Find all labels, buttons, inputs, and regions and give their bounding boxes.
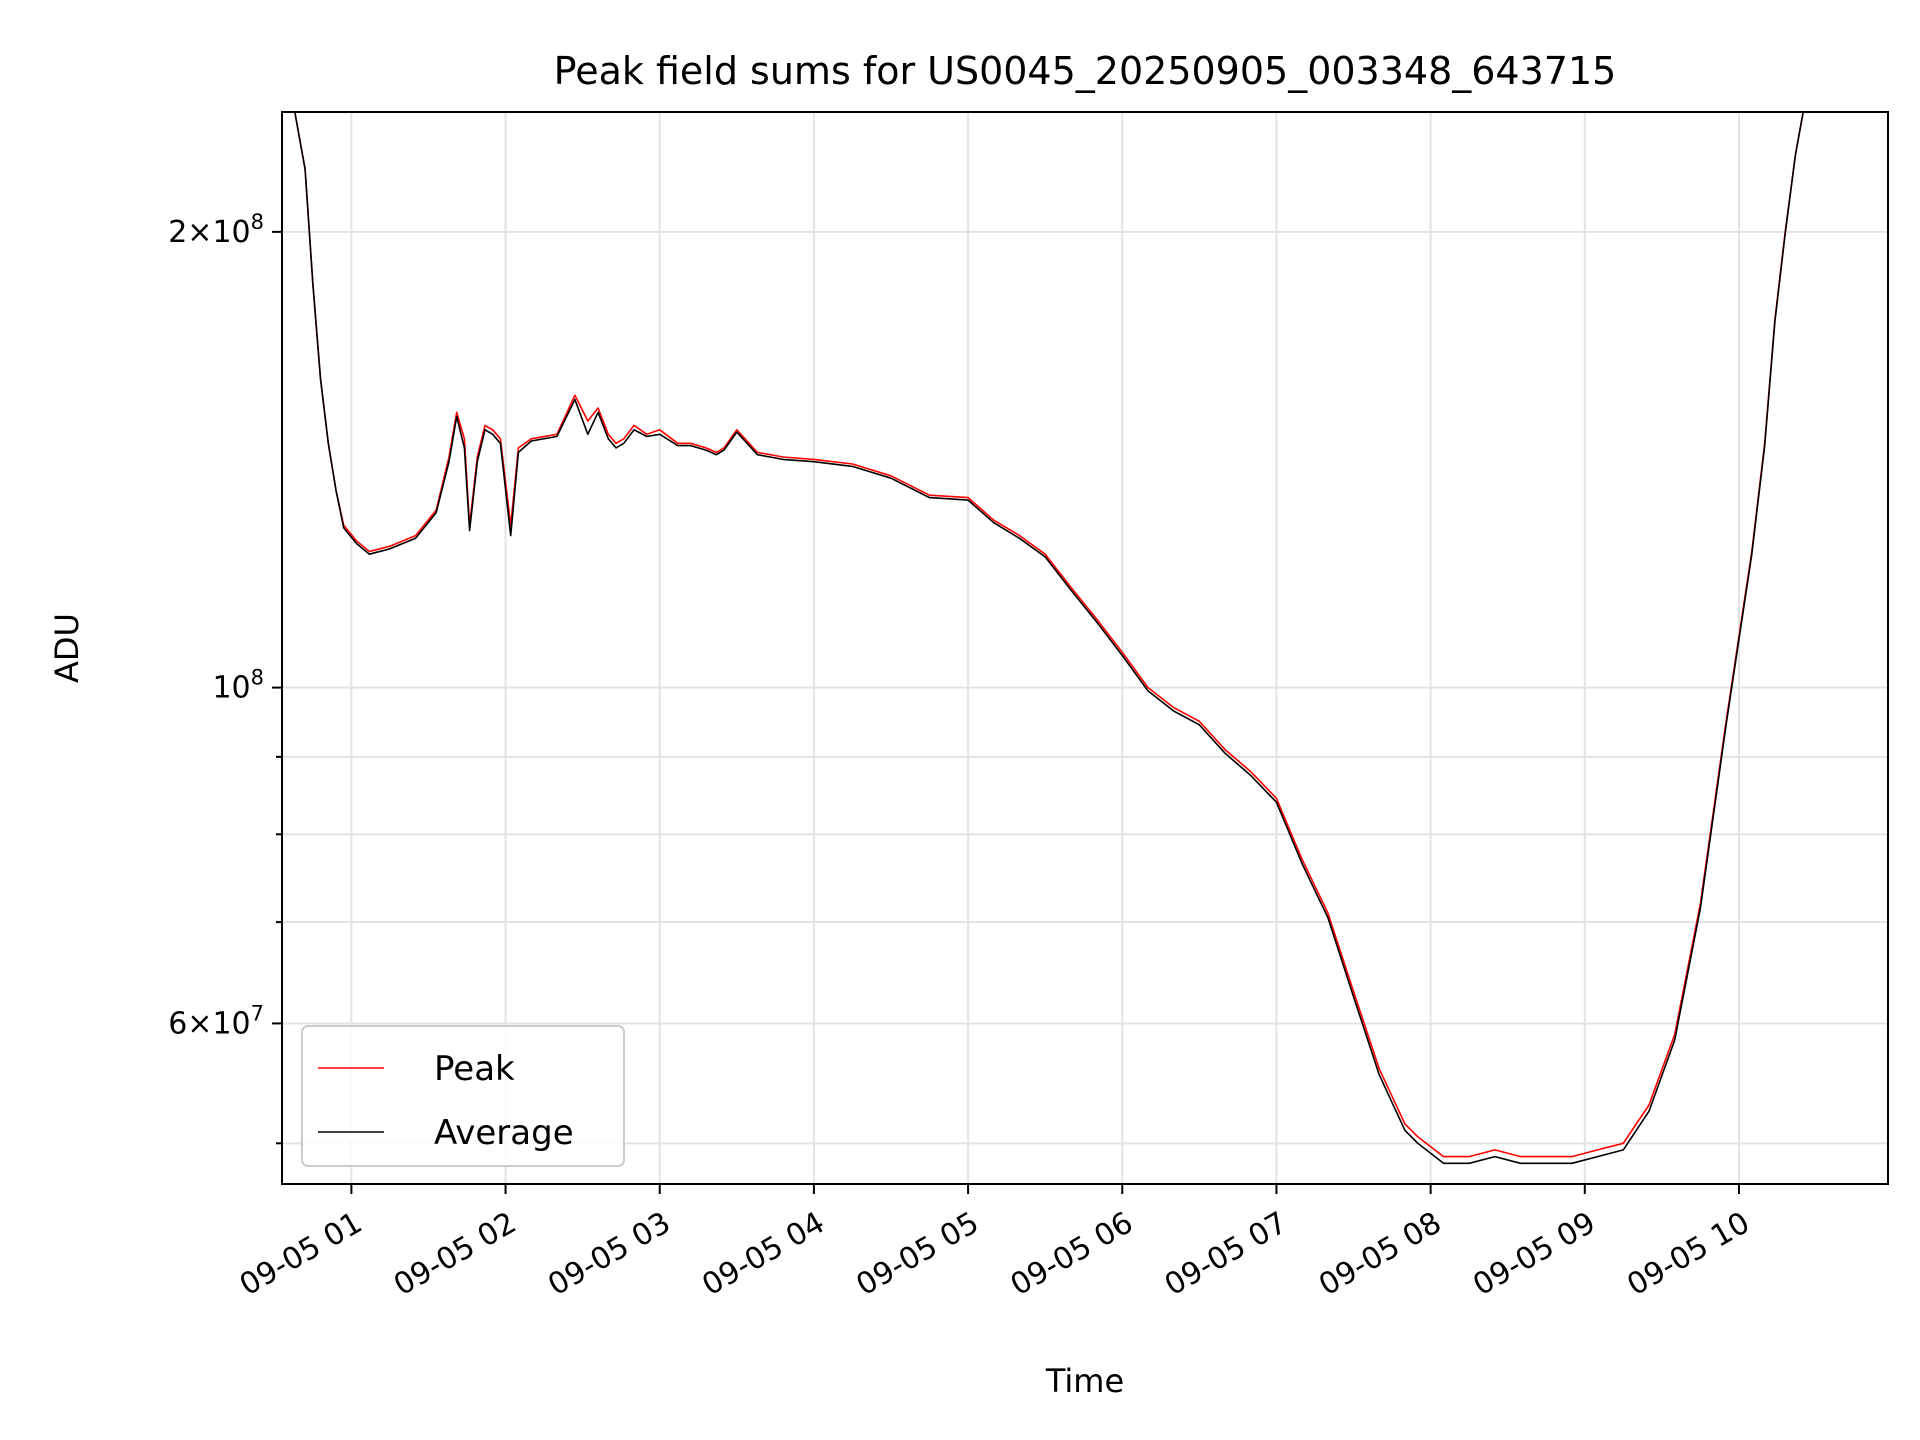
y-tick-label: 2×108 (168, 210, 264, 250)
series-layer (282, 111, 1888, 1165)
plot-frame (281, 111, 1889, 1185)
legend-label-average: Average (434, 1113, 574, 1153)
y-tick-label: 108 (212, 666, 264, 706)
legend-label-peak: Peak (434, 1049, 515, 1089)
chart-title: Peak field sums for US0045_20250905_0033… (554, 49, 1617, 93)
series-line-peak (282, 111, 1888, 1158)
y-axis-title: ADU (48, 613, 86, 683)
series-line-average (282, 111, 1888, 1165)
legend: Peak Average (301, 1025, 625, 1167)
y-tick-label: 6×107 (168, 1001, 264, 1041)
legend-box (301, 1025, 625, 1167)
x-axis-title: Time (1045, 1362, 1124, 1400)
